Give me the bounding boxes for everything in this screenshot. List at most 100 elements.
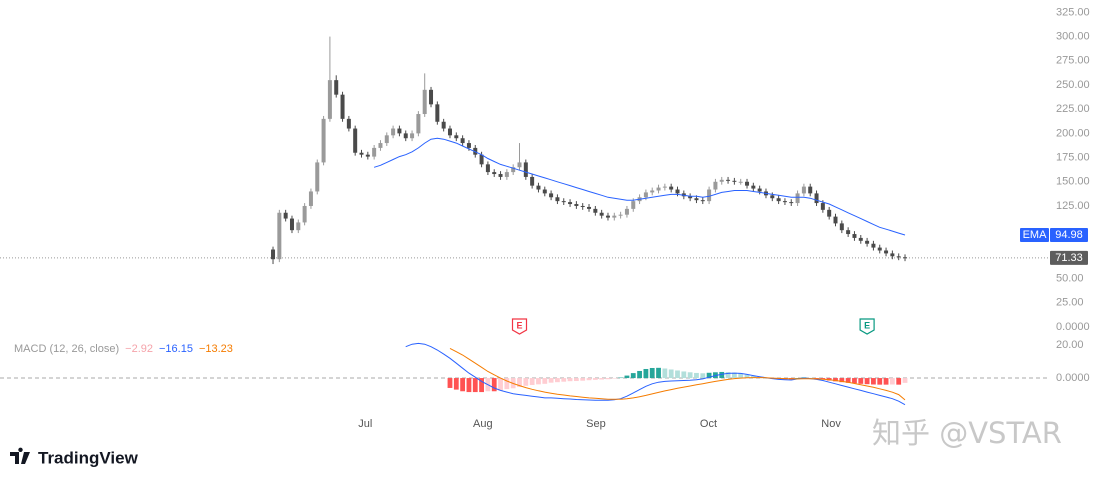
macd-histogram-bar xyxy=(795,378,800,379)
macd-histogram-bar xyxy=(466,378,472,393)
candle-body xyxy=(574,204,579,206)
candles xyxy=(271,36,908,265)
macd-histogram-bar xyxy=(498,378,503,391)
candle-body xyxy=(726,179,731,181)
candle-body xyxy=(814,193,819,204)
candle-body xyxy=(903,257,908,259)
x-tick-label: Nov xyxy=(821,418,841,430)
y-tick-label: 150.00 xyxy=(1056,176,1090,188)
candle-body xyxy=(877,247,882,251)
candle-body xyxy=(713,181,718,190)
x-tick-label: Sep xyxy=(586,418,606,430)
y-tick-label: 325.00 xyxy=(1056,6,1090,18)
macd-histogram-bar xyxy=(561,378,567,382)
candle-body xyxy=(504,172,509,177)
y-tick-label: 250.00 xyxy=(1056,79,1090,91)
candle-body xyxy=(770,195,775,199)
event-label: E xyxy=(864,320,870,330)
macd-histogram-bar xyxy=(681,371,687,379)
macd-histogram-bar xyxy=(637,370,642,379)
macd-histogram-bar xyxy=(472,378,478,393)
candle-body xyxy=(593,208,598,213)
macd-histogram-bar xyxy=(460,378,466,392)
y-tick-label: 125.00 xyxy=(1056,200,1090,212)
macd-histogram-bar xyxy=(624,375,630,379)
macd-tick-label: 20.00 xyxy=(1056,339,1084,351)
watermark: 知乎 @VSTAR xyxy=(872,416,1062,450)
candle-body xyxy=(587,206,592,209)
candle-body xyxy=(549,193,554,198)
macd-histogram-bar xyxy=(700,373,706,379)
ema-value-label: 94.98 xyxy=(1055,229,1083,241)
candle-body xyxy=(460,138,465,144)
candle-body xyxy=(277,212,282,260)
tradingview-logo: TradingView xyxy=(10,447,139,467)
candle-body xyxy=(656,187,661,191)
macd-histogram-bar xyxy=(902,378,908,383)
macd-histogram-bar xyxy=(592,378,598,380)
macd-histogram-bar xyxy=(896,378,902,385)
ema-line xyxy=(373,137,906,236)
candle-body xyxy=(271,249,276,260)
candle-body xyxy=(858,237,863,241)
y-tick-label: 175.00 xyxy=(1056,151,1090,163)
macd-histogram-bar xyxy=(618,377,624,379)
candle-body xyxy=(631,201,636,209)
macd-histogram-bar xyxy=(687,372,693,379)
macd-histogram-bar xyxy=(845,378,851,383)
candle-body xyxy=(346,118,351,129)
candle-body xyxy=(688,196,693,199)
candle-body xyxy=(536,185,541,190)
candle-body xyxy=(719,179,724,182)
macd-histogram-bar xyxy=(738,373,744,379)
candle-body xyxy=(820,203,825,210)
macd-histogram-bar xyxy=(668,369,674,379)
candle-body xyxy=(846,230,851,235)
candle-body xyxy=(580,205,585,207)
macd-histogram-bar xyxy=(599,378,605,380)
y-tick-label: 300.00 xyxy=(1056,30,1090,42)
candle-body xyxy=(372,147,377,157)
candle-body xyxy=(308,191,313,206)
candle-body xyxy=(884,250,889,254)
macd-line xyxy=(405,342,906,406)
macd-histogram-bar xyxy=(479,378,484,393)
candle-body xyxy=(410,133,415,139)
macd-histogram-bar xyxy=(453,378,459,390)
candle-body xyxy=(403,133,408,139)
macd-histogram-bar xyxy=(871,378,876,385)
macd-histogram-bar xyxy=(548,378,554,383)
candle-body xyxy=(511,167,516,173)
candle-body xyxy=(378,143,383,148)
candle-body xyxy=(751,185,756,189)
macd-histogram-bar xyxy=(833,378,838,382)
macd-histogram-bar xyxy=(611,378,617,379)
macd-histogram-bar xyxy=(719,371,725,379)
macd-histogram-bar xyxy=(567,378,573,382)
brand-name: TradingView xyxy=(38,448,139,467)
candle-body xyxy=(561,201,566,203)
candle-body xyxy=(384,135,389,144)
candle-body xyxy=(517,162,522,168)
macd-histogram-bar xyxy=(675,370,680,379)
x-tick-label: Aug xyxy=(473,418,493,430)
macd-histogram-bar xyxy=(864,378,870,385)
macd-histogram-bar xyxy=(656,367,661,379)
candle-body xyxy=(416,114,421,134)
macd-histogram-bar xyxy=(630,373,636,379)
y-tick-label: 25.00 xyxy=(1056,297,1084,309)
x-tick-label: Oct xyxy=(700,418,717,430)
macd-histogram-bar xyxy=(649,367,655,379)
candle-body xyxy=(447,128,452,136)
y-tick-label: 200.00 xyxy=(1056,127,1090,139)
macd-histogram-bar xyxy=(542,378,548,384)
macd-histogram-bar xyxy=(573,378,579,382)
candle-body xyxy=(795,193,800,204)
macd-histogram-bar xyxy=(725,372,731,379)
macd-histogram-bar xyxy=(750,376,756,379)
candle-body xyxy=(675,189,680,194)
ema-label-name: EMA xyxy=(1023,229,1048,241)
candle-body xyxy=(321,118,326,163)
macd-line xyxy=(449,347,906,401)
macd-legend-value: −16.15 xyxy=(159,343,193,355)
